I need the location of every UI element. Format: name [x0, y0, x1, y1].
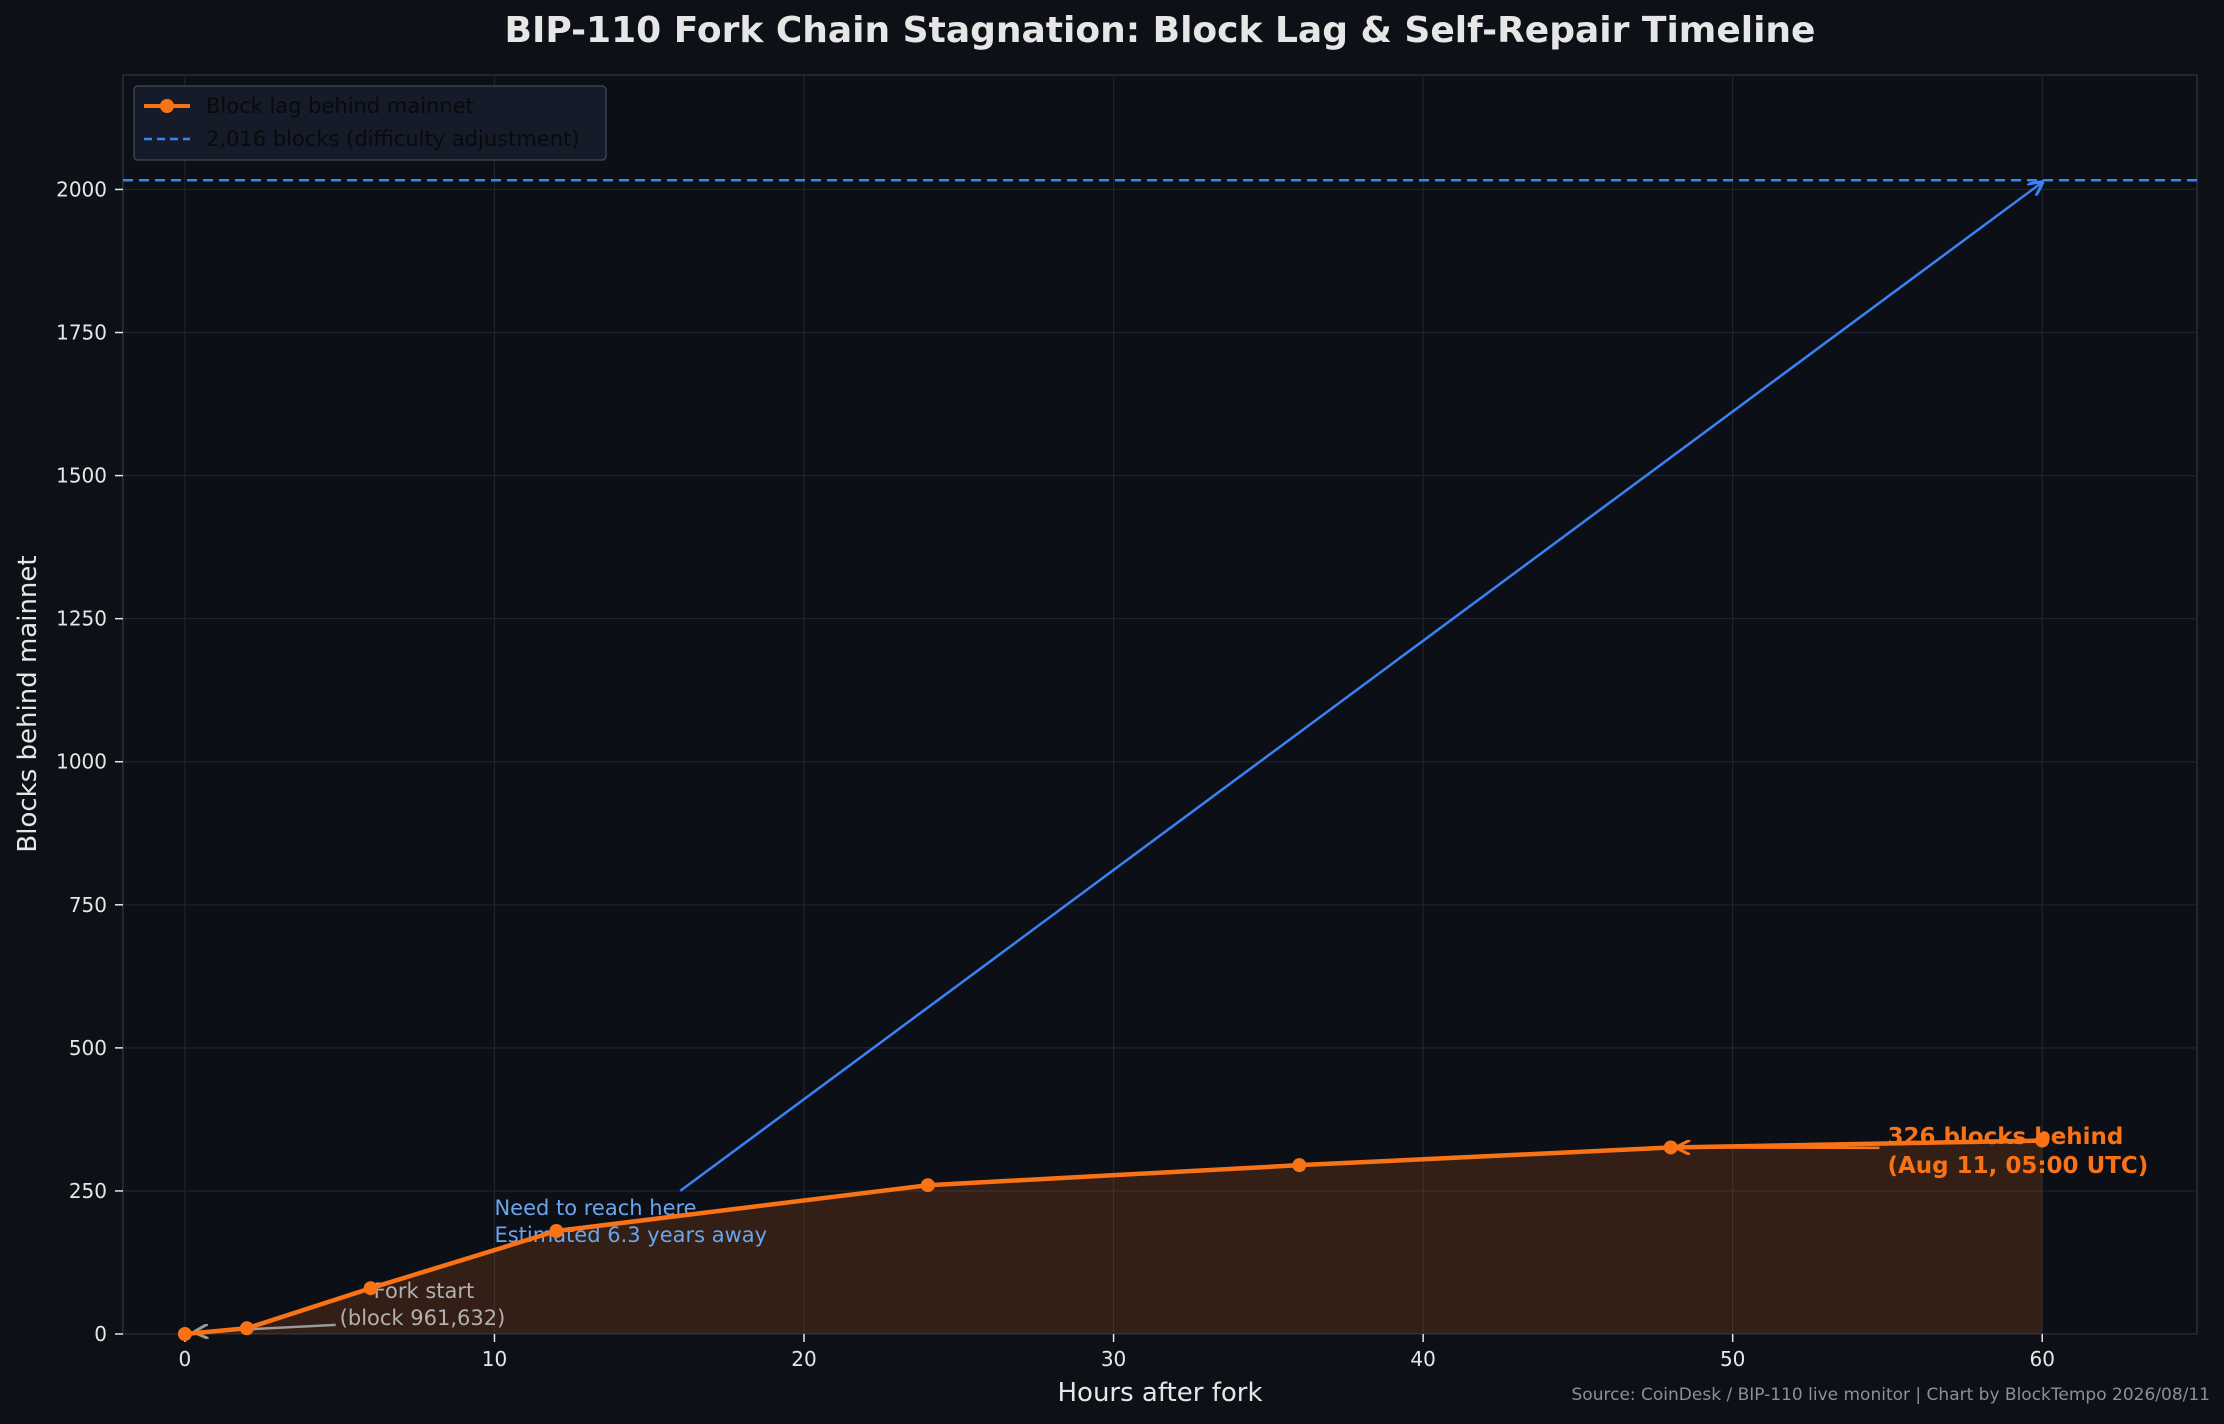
x-tick-label: 30	[1101, 1347, 1126, 1371]
annotation-arrow-need-to-reach	[679, 182, 2042, 1192]
y-tick-label: 2000	[56, 177, 107, 201]
x-tick-label: 60	[2029, 1347, 2054, 1371]
source-note: Source: CoinDesk / BIP-110 live monitor …	[1572, 1385, 2210, 1405]
x-tick-label: 10	[482, 1347, 507, 1371]
x-tick-label: 20	[791, 1347, 816, 1371]
data-point	[177, 1327, 192, 1341]
series-line-block-lag	[184, 1138, 2043, 1337]
annotation-text-fork-start: (block 961,632)	[340, 1306, 506, 1330]
x-tick-label: 50	[1720, 1347, 1745, 1371]
y-tick-label: 0	[94, 1322, 107, 1346]
annotation-text-326-blocks: (Aug 11, 05:00 UTC)	[1887, 1153, 2148, 1179]
y-tick-label: 250	[69, 1179, 107, 1203]
plot-area	[122, 74, 2198, 1335]
data-point	[2035, 1133, 2050, 1148]
y-axis-label: Blocks behind mainnet	[13, 555, 43, 852]
legend-box	[133, 85, 607, 161]
x-axis-ticks: 0 10 20 30 40 50 60	[179, 1334, 2055, 1371]
y-tick-label: 750	[69, 893, 107, 917]
data-point	[239, 1321, 254, 1336]
data-point	[920, 1178, 935, 1193]
chart-title: BIP-110 Fork Chain Stagnation: Block Lag…	[505, 10, 1816, 51]
y-tick-label: 500	[69, 1036, 107, 1060]
annotation-text-need-to-reach: Estimated 6.3 years away	[494, 1223, 767, 1247]
legend-marker-swatch	[160, 99, 174, 113]
legend-label-reference: 2,016 blocks (difficulty adjustment)	[206, 127, 579, 151]
legend: Block lag behind mainnet 2,016 blocks (d…	[133, 85, 607, 161]
annotations: Fork start(block 961,632)Need to reach h…	[195, 182, 2148, 1332]
area-fill	[184, 1140, 2043, 1334]
y-tick-label: 1500	[56, 464, 107, 488]
x-axis-label: Hours after fork	[1057, 1378, 1262, 1408]
annotation-text-326-blocks: 326 blocks behind	[1887, 1124, 2123, 1150]
series-line-group	[177, 1133, 2050, 1341]
y-axis-ticks: 0 250 500 750 1000 1250 1500 1750 2000	[56, 177, 123, 1346]
legend-label-series: Block lag behind mainnet	[206, 94, 474, 118]
data-point	[363, 1281, 378, 1296]
y-tick-label: 1000	[56, 750, 107, 774]
x-tick-label: 0	[179, 1347, 192, 1371]
data-point	[1292, 1158, 1307, 1173]
y-tick-label: 1750	[56, 321, 107, 345]
data-point	[1663, 1140, 1678, 1155]
data-point	[549, 1223, 564, 1238]
series-area-fill	[184, 1140, 2043, 1334]
grid	[123, 75, 2197, 1335]
x-tick-label: 40	[1410, 1347, 1435, 1371]
y-tick-label: 1250	[56, 607, 107, 631]
